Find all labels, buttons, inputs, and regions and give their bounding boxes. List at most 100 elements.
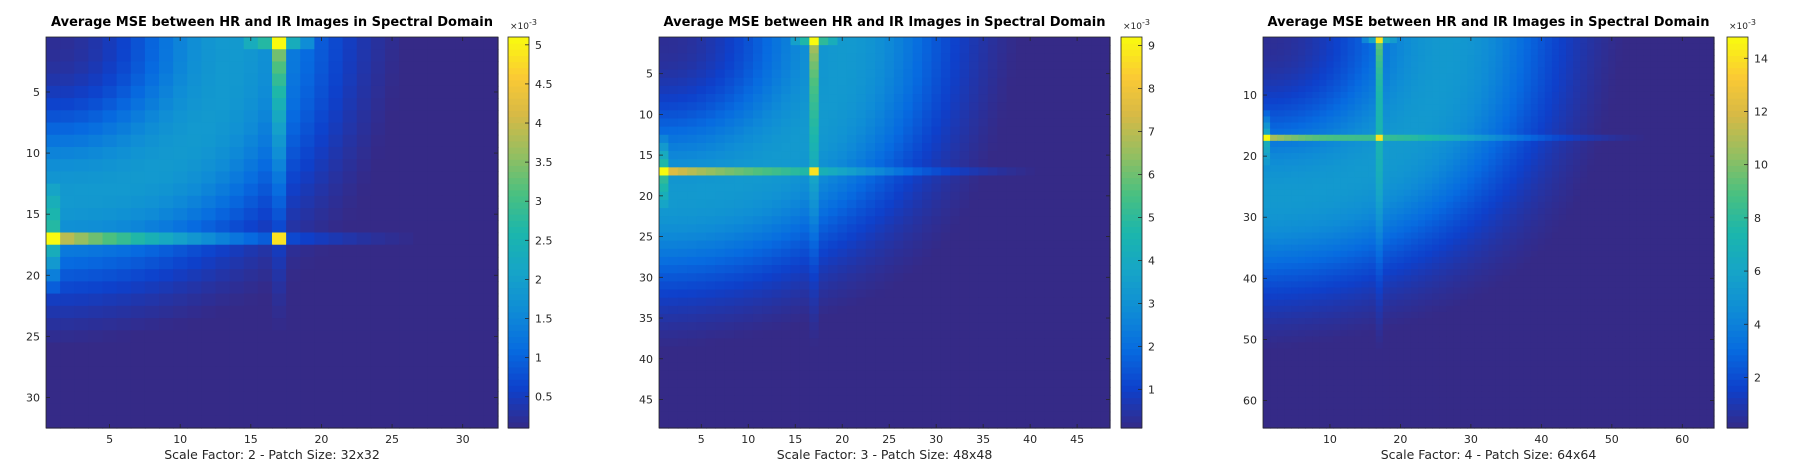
heatmap-cell [997, 354, 1008, 364]
heatmap-cell [1671, 153, 1680, 160]
heatmap-cell [771, 330, 782, 339]
heatmap-cell [229, 281, 245, 295]
heatmap-cell [893, 53, 904, 63]
heatmap-cell [1044, 379, 1055, 388]
heatmap-cell [74, 61, 89, 75]
heatmap-cell [837, 289, 848, 299]
heatmap-cell [1340, 104, 1349, 111]
heatmap-cell [356, 37, 372, 50]
heatmap-cell [385, 403, 400, 417]
heatmap-cell [144, 49, 160, 63]
heatmap-cell [799, 387, 810, 397]
colorbar-segment [508, 421, 529, 429]
heatmap-cell [1025, 142, 1036, 152]
heatmap-cell [130, 269, 146, 282]
heatmap-cell [314, 49, 330, 63]
heatmap-cell [677, 232, 688, 242]
heatmap-cell [799, 338, 810, 348]
heatmap-cell [912, 411, 923, 421]
heatmap-cell [997, 142, 1008, 152]
heatmap-cell [1530, 116, 1539, 124]
heatmap-cell [300, 366, 315, 380]
heatmap-cell [60, 37, 75, 50]
heatmap-cell [1312, 98, 1320, 105]
heatmap-cell [1305, 165, 1313, 173]
heatmap-cell [677, 273, 688, 282]
heatmap-cell [856, 110, 867, 120]
heatmap-cell [342, 159, 358, 173]
heatmap-cell [987, 37, 998, 46]
heatmap-cell [1034, 175, 1045, 185]
heatmap-cell [215, 220, 231, 234]
heatmap-cell [903, 77, 914, 87]
heatmap-cell [1509, 140, 1518, 148]
heatmap-cell [1389, 104, 1398, 111]
heatmap-cell [74, 244, 89, 258]
heatmap-cell [1081, 289, 1092, 299]
heatmap-cell [1460, 116, 1468, 124]
heatmap-cell [828, 370, 839, 380]
heatmap-cell [790, 411, 801, 421]
heatmap-cell [762, 387, 773, 397]
heatmap-cell [762, 102, 773, 111]
heatmap-cell [997, 281, 1008, 291]
heatmap-cell [229, 318, 245, 331]
heatmap-cell [837, 126, 848, 136]
heatmap-cell [677, 338, 688, 348]
heatmap-cell [144, 342, 160, 356]
heatmap-cell [1270, 116, 1278, 124]
heatmap-cell [370, 366, 386, 380]
heatmap-cell [743, 126, 754, 136]
heatmap-cell [229, 73, 245, 87]
heatmap-cell [1410, 98, 1419, 105]
heatmap-cell [1340, 55, 1349, 63]
heatmap-cell [1566, 116, 1574, 124]
heatmap-cell [846, 53, 857, 63]
heatmap-cell [781, 370, 792, 380]
heatmap-cell [912, 265, 923, 274]
heatmap-cell [781, 61, 792, 71]
heatmap-cell [1643, 73, 1652, 81]
heatmap-cell [724, 102, 735, 111]
heatmap-cell [1298, 140, 1306, 148]
heatmap-cell [215, 269, 231, 282]
heatmap-cell [978, 297, 989, 307]
heatmap-cell [1389, 146, 1398, 154]
heatmap-cell [1558, 122, 1567, 130]
heatmap-cells [1263, 37, 1715, 429]
heatmap-cell [1678, 79, 1687, 87]
heatmap-cell [1495, 79, 1504, 87]
heatmap-cell [809, 110, 820, 120]
heatmap-cell [286, 61, 301, 75]
heatmap-cell [272, 415, 287, 429]
heatmap-cell [818, 395, 829, 405]
heatmap-cell [715, 297, 726, 307]
heatmap-cell [752, 248, 763, 258]
heatmap-cell [272, 171, 287, 185]
heatmap-cell [865, 281, 876, 291]
heatmap-cell [1580, 122, 1588, 130]
heatmap-cell [715, 159, 726, 168]
heatmap-cell [922, 338, 933, 348]
heatmap-cell [1016, 126, 1027, 136]
heatmap-cell [1044, 281, 1055, 291]
heatmap-cell [865, 159, 876, 168]
heatmap-cell [752, 232, 763, 242]
heatmap-cell [1263, 122, 1271, 130]
heatmap-cell [1671, 159, 1680, 166]
heatmap-cell [1091, 77, 1102, 87]
heatmap-cell [455, 330, 471, 344]
heatmap-cell [1418, 104, 1426, 111]
heatmap-cell [328, 391, 344, 405]
heatmap-cell [1016, 403, 1027, 413]
heatmap-cell [893, 151, 904, 160]
heatmap-cell [1063, 256, 1074, 266]
heatmap-cell [102, 366, 118, 380]
heatmap-cell [762, 134, 773, 144]
heatmap-cell [1053, 61, 1064, 71]
heatmap-cell [724, 45, 735, 54]
heatmap-cell [668, 232, 679, 242]
heatmap-cell [931, 69, 942, 79]
heatmap-cell [1509, 98, 1518, 105]
